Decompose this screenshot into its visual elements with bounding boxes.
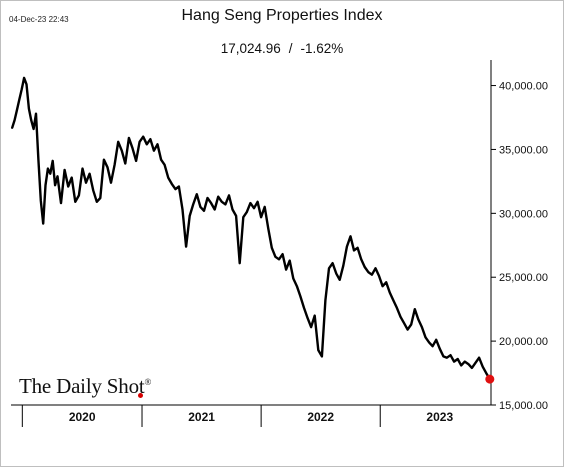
subtitle-separator: / <box>288 41 293 56</box>
y-tick-label: 20,000.00 <box>499 336 548 348</box>
x-tick-label: 2023 <box>426 410 453 424</box>
chart-subtitle: 17,024.96 / -1.62% <box>0 41 564 56</box>
last-value: 17,024.96 <box>220 41 281 56</box>
chart-title: Hang Seng Properties Index <box>181 7 383 24</box>
last-value-marker <box>485 374 495 384</box>
y-tick-label: 35,000.00 <box>499 144 548 156</box>
daily-shot-logo: The Daily Shot® <box>19 374 151 399</box>
y-tick-label: 15,000.00 <box>499 400 548 412</box>
x-tick-label: 2021 <box>188 410 215 424</box>
y-tick-label: 40,000.00 <box>499 81 548 93</box>
brand-name: The Daily Shot <box>19 374 145 398</box>
brand-mark: ® <box>144 377 152 387</box>
change-percent: -1.62% <box>300 41 344 56</box>
brand-dot <box>138 393 143 398</box>
y-tick-label: 30,000.00 <box>499 208 548 220</box>
index-series-line <box>10 76 491 381</box>
y-tick-label: 25,000.00 <box>499 272 548 284</box>
timestamp: 04-Dec-23 22:43 <box>9 15 69 24</box>
x-tick-label: 2022 <box>307 410 334 424</box>
x-tick-label: 2020 <box>69 410 96 424</box>
